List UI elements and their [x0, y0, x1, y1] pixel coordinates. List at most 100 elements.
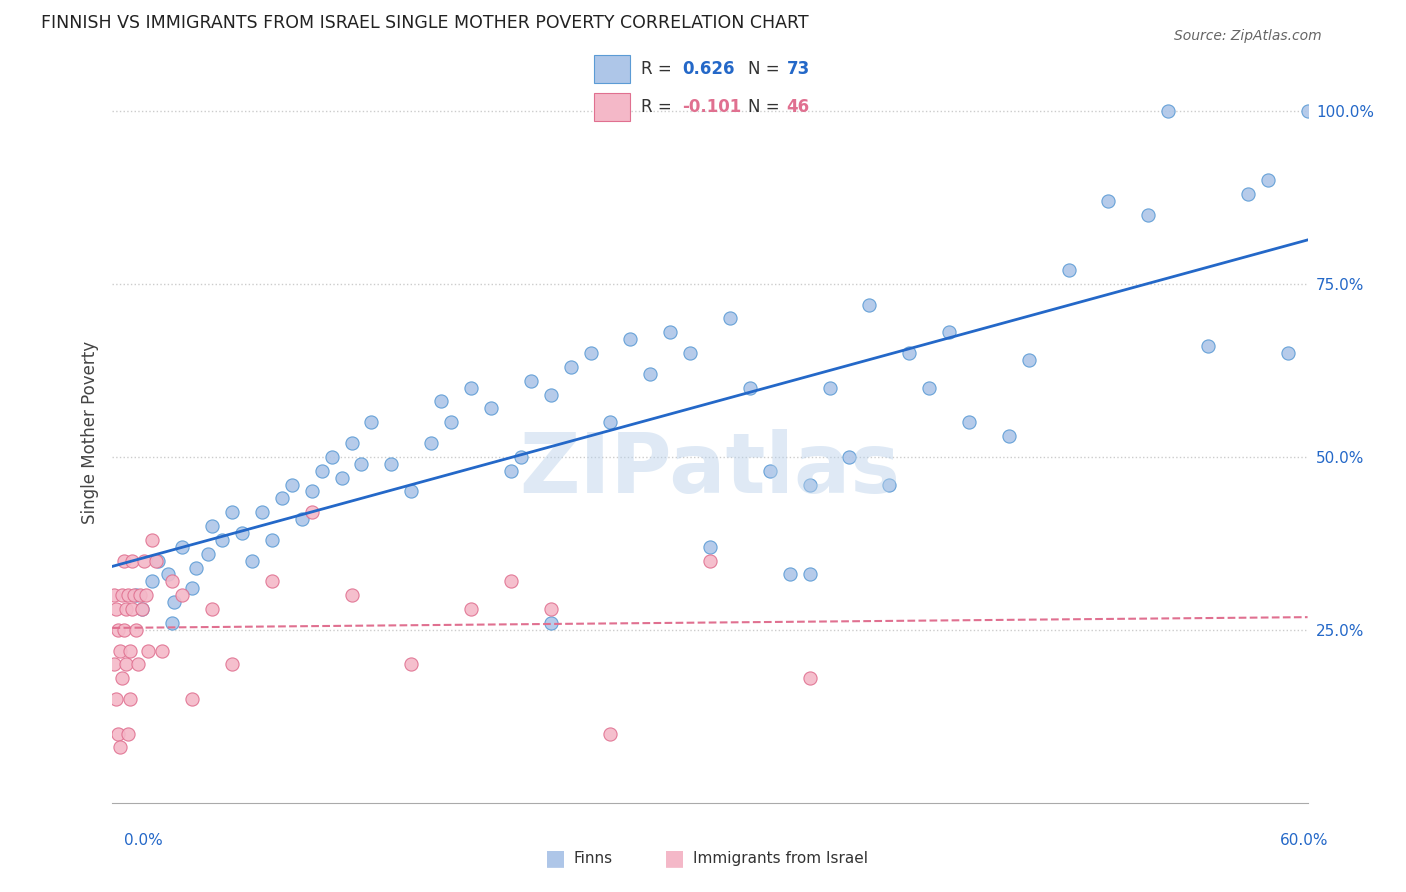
Point [1277, 346, 1299, 360]
Point [291, 512, 314, 526]
Text: FINNISH VS IMMIGRANTS FROM ISRAEL SINGLE MOTHER POVERTY CORRELATION CHART: FINNISH VS IMMIGRANTS FROM ISRAEL SINGLE… [41, 14, 808, 32]
Point [114, 554, 135, 568]
Point [145, 554, 167, 568]
Point [162, 615, 183, 630]
Point [520, 374, 543, 388]
Text: 0.0%: 0.0% [124, 833, 163, 847]
Point [340, 436, 363, 450]
Point [1018, 353, 1040, 368]
Point [579, 346, 602, 360]
Text: 60.0%: 60.0% [1281, 833, 1329, 847]
Point [181, 692, 204, 706]
Point [172, 540, 194, 554]
Point [599, 726, 621, 740]
Point [799, 567, 821, 582]
Point [401, 484, 423, 499]
Point [121, 602, 143, 616]
Point [107, 726, 129, 740]
Point [211, 533, 233, 547]
Point [105, 692, 128, 706]
Point [619, 332, 641, 346]
Point [260, 574, 283, 589]
Point [181, 582, 204, 596]
Point [599, 415, 621, 429]
Point [420, 436, 443, 450]
Point [699, 554, 721, 568]
Text: -0.101: -0.101 [682, 98, 741, 116]
Point [124, 588, 146, 602]
Point [221, 657, 243, 672]
Point [460, 602, 482, 616]
Point [799, 477, 821, 491]
Point [148, 554, 170, 568]
Point [131, 602, 153, 616]
Point [114, 623, 135, 637]
Point [131, 602, 153, 616]
Text: R =: R = [641, 98, 678, 116]
Point [115, 602, 138, 616]
Point [231, 525, 253, 540]
Point [281, 477, 304, 491]
Point [858, 297, 880, 311]
Point [121, 554, 143, 568]
Point [103, 657, 125, 672]
Point [818, 381, 841, 395]
Point [779, 567, 801, 582]
Point [1157, 103, 1180, 118]
Point [120, 643, 142, 657]
Point [499, 574, 522, 589]
Point [759, 464, 782, 478]
Point [1237, 186, 1260, 201]
Point [201, 602, 224, 616]
Point [998, 429, 1021, 443]
Point [186, 560, 208, 574]
Point [1197, 339, 1219, 353]
Point [799, 671, 821, 685]
Text: Finns: Finns [574, 851, 613, 865]
Text: N =: N = [748, 98, 785, 116]
Point [107, 623, 129, 637]
Point [301, 505, 323, 519]
Text: ZIPatlas: ZIPatlas [520, 429, 900, 510]
Point [162, 574, 183, 589]
Point [957, 415, 980, 429]
Point [898, 346, 921, 360]
Text: ■: ■ [665, 848, 685, 868]
Point [938, 326, 960, 340]
Point [105, 602, 128, 616]
Text: ■: ■ [546, 848, 565, 868]
Point [120, 692, 142, 706]
Point [330, 470, 353, 484]
Point [157, 567, 180, 582]
Point [127, 657, 149, 672]
Point [479, 401, 502, 416]
Point [221, 505, 243, 519]
Point [401, 657, 423, 672]
Point [340, 588, 363, 602]
Point [197, 547, 219, 561]
Point [250, 505, 273, 519]
Point [718, 311, 741, 326]
Point [260, 533, 283, 547]
Point [134, 554, 156, 568]
Point [141, 574, 163, 589]
Point [110, 740, 132, 755]
Point [270, 491, 292, 506]
Point [240, 554, 263, 568]
Point [1257, 173, 1279, 187]
Point [659, 326, 682, 340]
Point [135, 588, 157, 602]
Point [111, 671, 134, 685]
Point [115, 657, 138, 672]
Point [499, 464, 522, 478]
Point [460, 381, 482, 395]
Y-axis label: Single Mother Poverty: Single Mother Poverty [80, 341, 98, 524]
Point [125, 623, 148, 637]
Point [125, 588, 148, 602]
Point [699, 540, 721, 554]
Point [918, 381, 941, 395]
Point [110, 643, 132, 657]
Point [163, 595, 186, 609]
Point [879, 477, 901, 491]
Point [430, 394, 453, 409]
